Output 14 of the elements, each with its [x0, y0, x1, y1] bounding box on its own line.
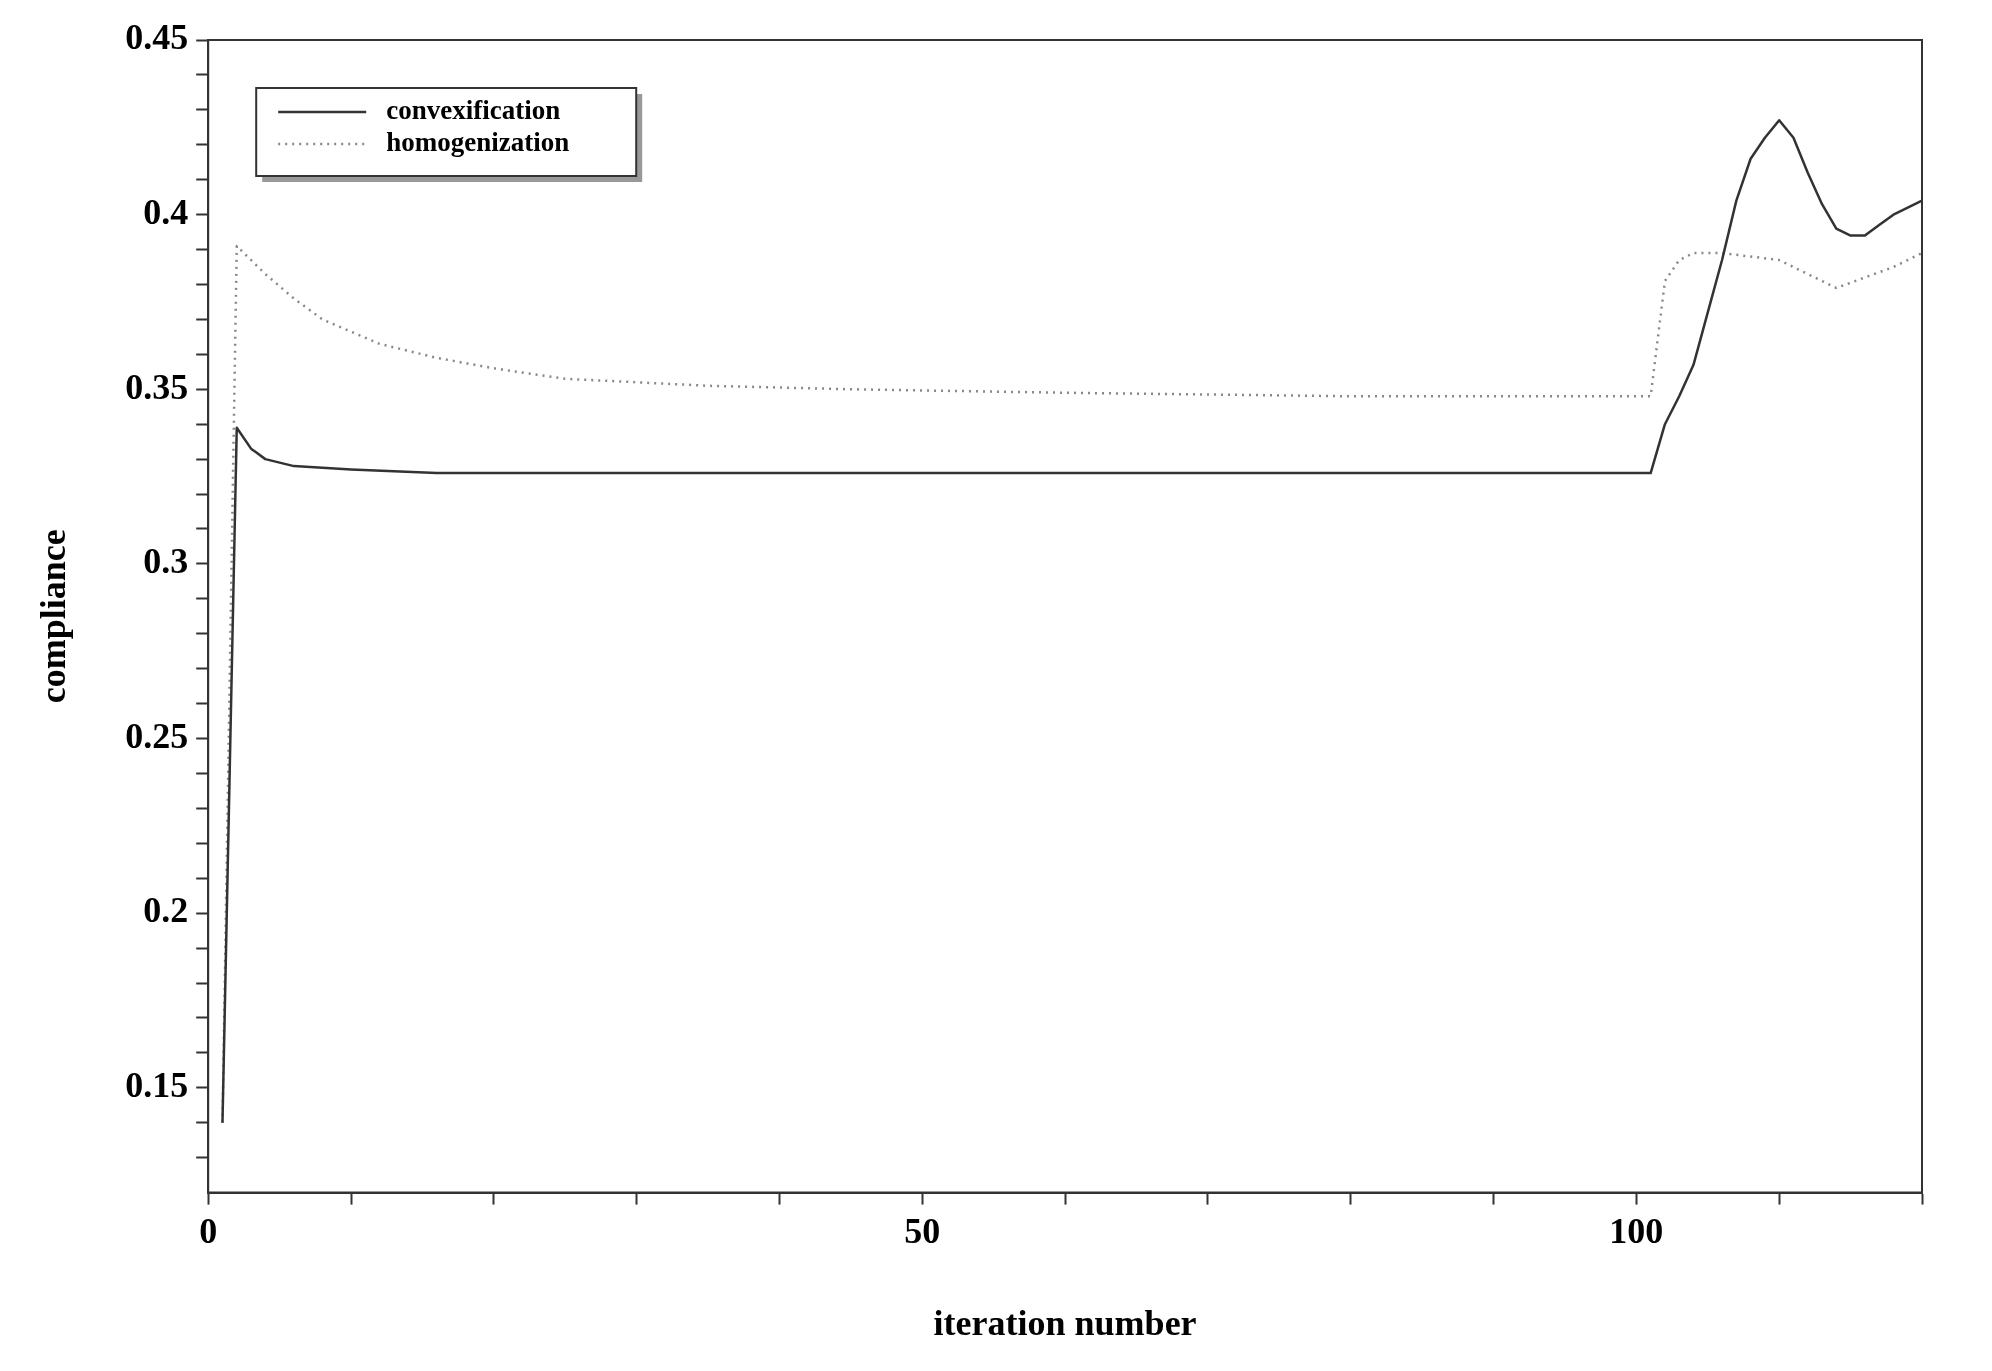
legend-label: homogenization: [386, 126, 570, 157]
y-axis-title: compliance: [32, 529, 73, 704]
y-tick-label: 0.2: [143, 890, 189, 931]
x-tick-label: 50: [904, 1211, 941, 1252]
y-tick-label: 0.15: [125, 1065, 189, 1106]
x-tick-label: 0: [199, 1211, 218, 1252]
x-tick-label: 100: [1609, 1211, 1664, 1252]
x-axis-title: iteration number: [933, 1302, 1197, 1343]
y-tick-label: 0.4: [143, 191, 189, 232]
y-tick-label: 0.25: [125, 715, 189, 756]
y-tick-label: 0.45: [125, 17, 189, 58]
legend-label: convexification: [386, 94, 561, 125]
y-tick-label: 0.3: [143, 541, 189, 582]
y-tick-label: 0.35: [125, 366, 189, 407]
